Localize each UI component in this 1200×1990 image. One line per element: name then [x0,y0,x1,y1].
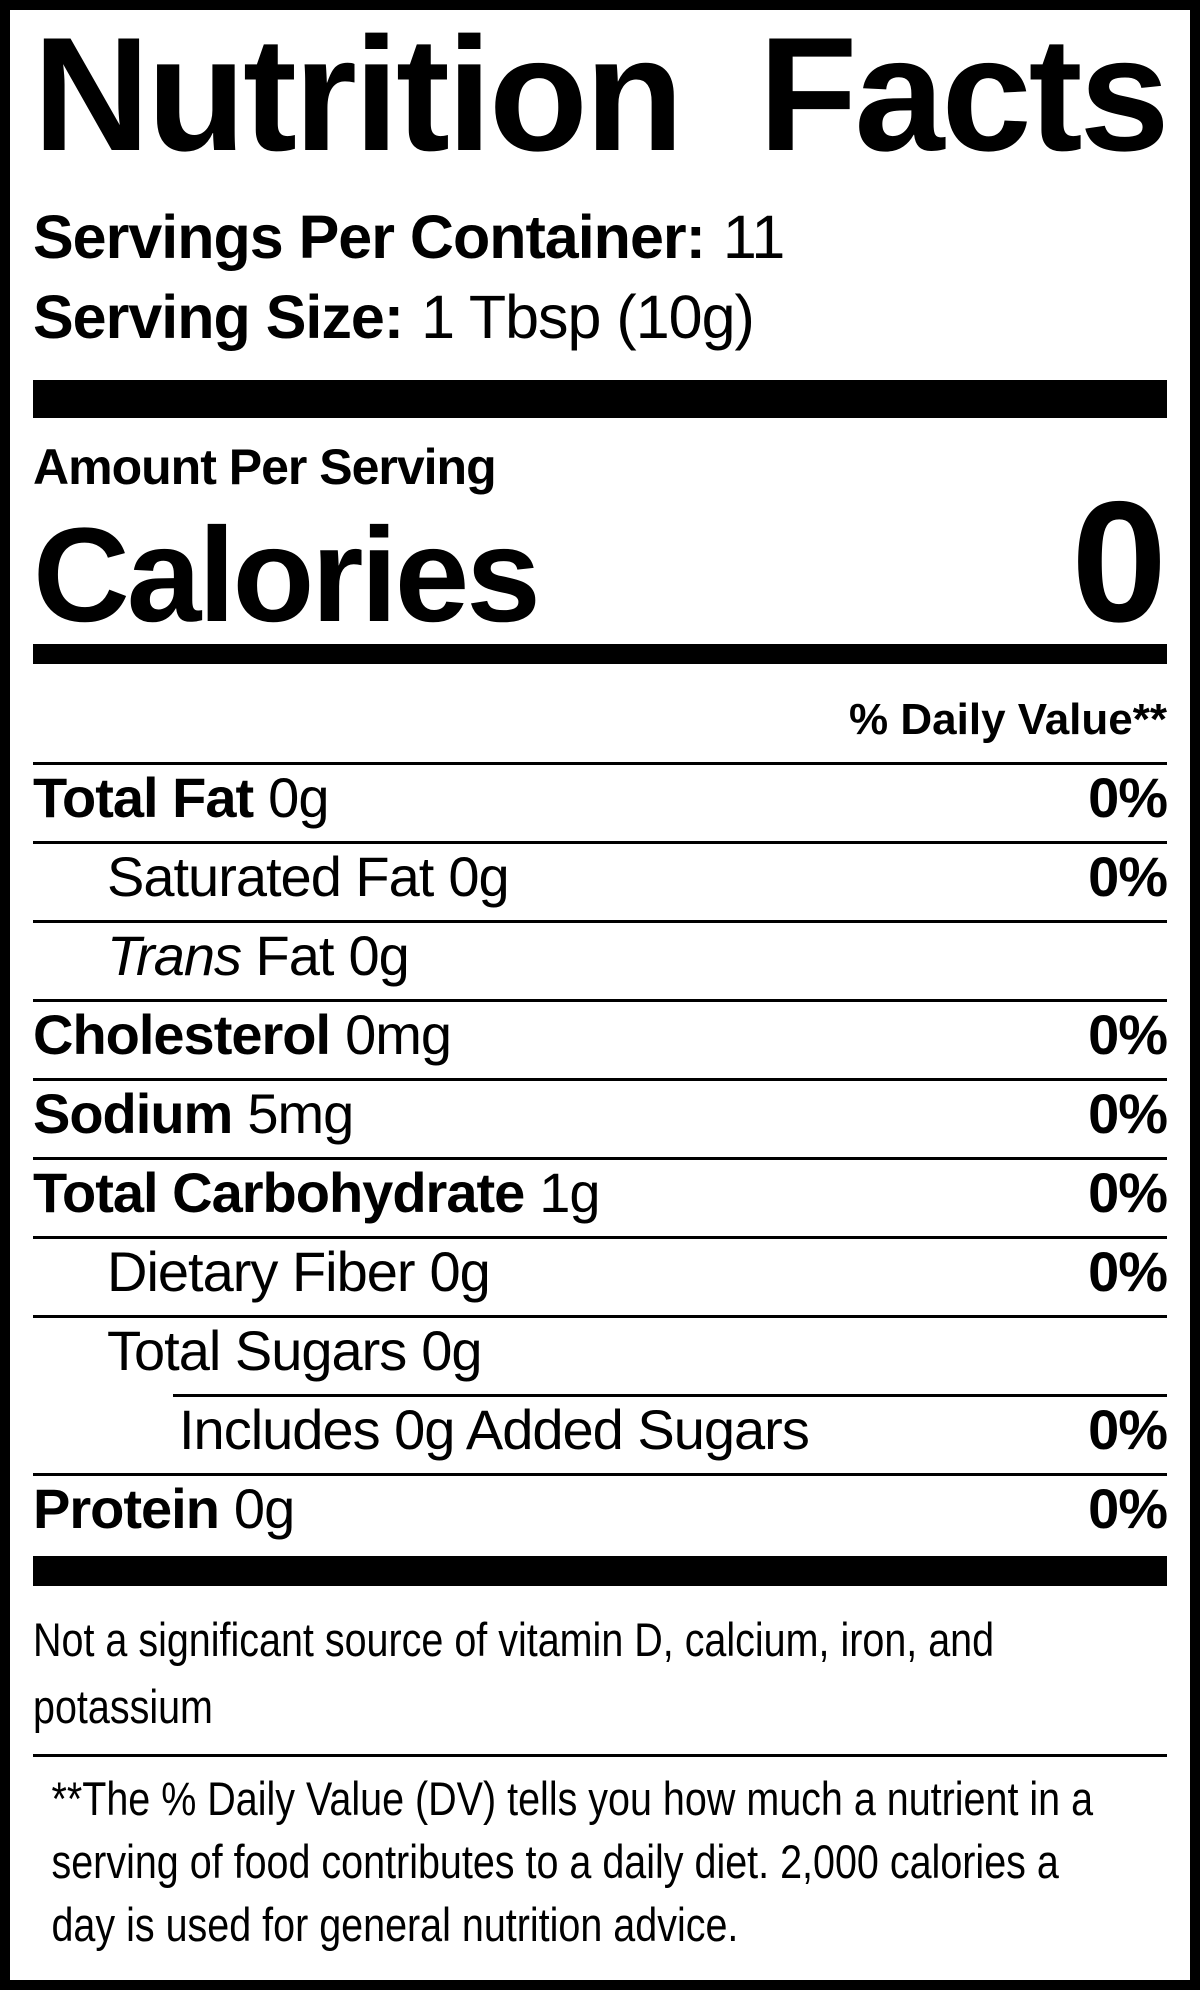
nutrient-name: Includes 0g Added Sugars [179,1398,810,1461]
text-line: Not a significant source of vitamin D, c… [33,1613,995,1666]
nutrient-daily-value: 0% [1088,766,1168,829]
label-title: Nutrition Facts [33,4,1170,185]
nutrient-amount: 0g [268,766,329,829]
nutrient-amount: 0g [448,845,509,908]
servings-per-container-value: 11 [722,203,785,271]
nutrient-name: Dietary Fiber [107,1240,416,1303]
nutrient-row: Total Fat 0g 0% [33,765,1168,841]
text-line: **The % Daily Value (DV) tells you how m… [51,1772,1094,1825]
row-divider [33,1078,1167,1081]
nutrient-name-italic: Trans [107,924,242,987]
footnote-text: **The % Daily Value (DV) tells you how m… [33,1767,1185,1956]
serving-size-line: Serving Size: 1 Tbsp (10g) [33,284,1167,350]
nutrient-daily-value: 0% [1088,1003,1168,1066]
text-line: serving of food contributes to a daily d… [51,1835,1059,1888]
nutrient-row: Total Sugars 0g [33,1318,1167,1394]
row-divider [173,1394,1167,1397]
nutrient-row: Cholesterol 0mg 0% [33,1002,1168,1078]
row-divider [33,762,1167,765]
nutrient-name: Sodium [33,1082,233,1145]
row-divider [33,1473,1167,1476]
nutrient-name: Trans Fat [107,924,334,987]
servings-per-container-label: Servings Per Container: [33,203,706,271]
row-divider [33,1157,1167,1160]
medium-separator-bar [33,644,1167,664]
text-line: day is used for general nutrition advice… [51,1898,739,1951]
text-line: potassium [33,1680,213,1733]
nutrient-daily-value: 0% [1088,845,1168,908]
calories-value: 0 [1071,466,1167,658]
row-divider [33,1236,1167,1239]
serving-size-label: Serving Size: [33,283,404,351]
nutrient-rows: Total Fat 0g 0% Saturated Fat 0g 0% Trans Fat 0… [33,762,1168,1552]
nutrient-daily-value: 0% [1088,1398,1168,1461]
nutrient-row: Total Carbohydrate 1g 0% [33,1160,1168,1236]
not-significant-text: Not a significant source of vitamin D, c… [33,1606,1167,1740]
thick-separator-bar-top [33,380,1167,418]
nutrient-amount: 0g [348,924,409,987]
thick-separator-bar-bottom [33,1556,1167,1586]
nutrient-amount: 0g [429,1240,491,1303]
nutrient-name: Saturated Fat [107,845,434,908]
row-divider [33,841,1167,844]
nutrient-name: Total Sugars [107,1319,407,1382]
nutrient-name: Protein [33,1477,220,1540]
nutrient-amount: 0g [233,1477,295,1540]
row-divider [33,920,1167,923]
servings-per-container-line: Servings Per Container: 11 [33,204,1167,270]
daily-value-header: % Daily Value** [849,695,1167,744]
nutrient-daily-value: 0% [1088,1082,1168,1145]
amount-per-serving-heading: Amount Per Serving [33,439,497,495]
nutrient-daily-value: 0% [1088,1161,1168,1224]
nutrient-amount: 5mg [247,1082,354,1145]
nutrient-amount: 0g [421,1319,482,1382]
row-divider [33,1315,1167,1318]
nutrient-row: Sodium 5mg 0% [33,1081,1168,1157]
calories-row: Calories 0 [33,466,1167,658]
footnote-divider [33,1754,1167,1757]
serving-size-value: 1 Tbsp (10g) [421,283,755,351]
nutrient-row: Dietary Fiber 0g 0% [33,1239,1168,1315]
nutrient-row: Includes 0g Added Sugars 0% [33,1397,1168,1473]
row-divider [33,999,1167,1002]
nutrient-amount: 1g [539,1161,600,1224]
nutrient-daily-value: 0% [1088,1477,1168,1540]
nutrient-amount: 0mg [345,1003,452,1066]
nutrient-row: Protein 0g 0% [33,1476,1168,1552]
nutrient-row: Saturated Fat 0g 0% [33,844,1168,920]
nutrient-name: Cholesterol [33,1003,331,1066]
nutrient-name: Total Carbohydrate [33,1161,525,1224]
nutrient-name: Total Fat [33,766,254,829]
nutrient-daily-value: 0% [1088,1240,1168,1303]
calories-label: Calories [33,501,541,650]
nutrient-row: Trans Fat 0g [33,923,1167,999]
